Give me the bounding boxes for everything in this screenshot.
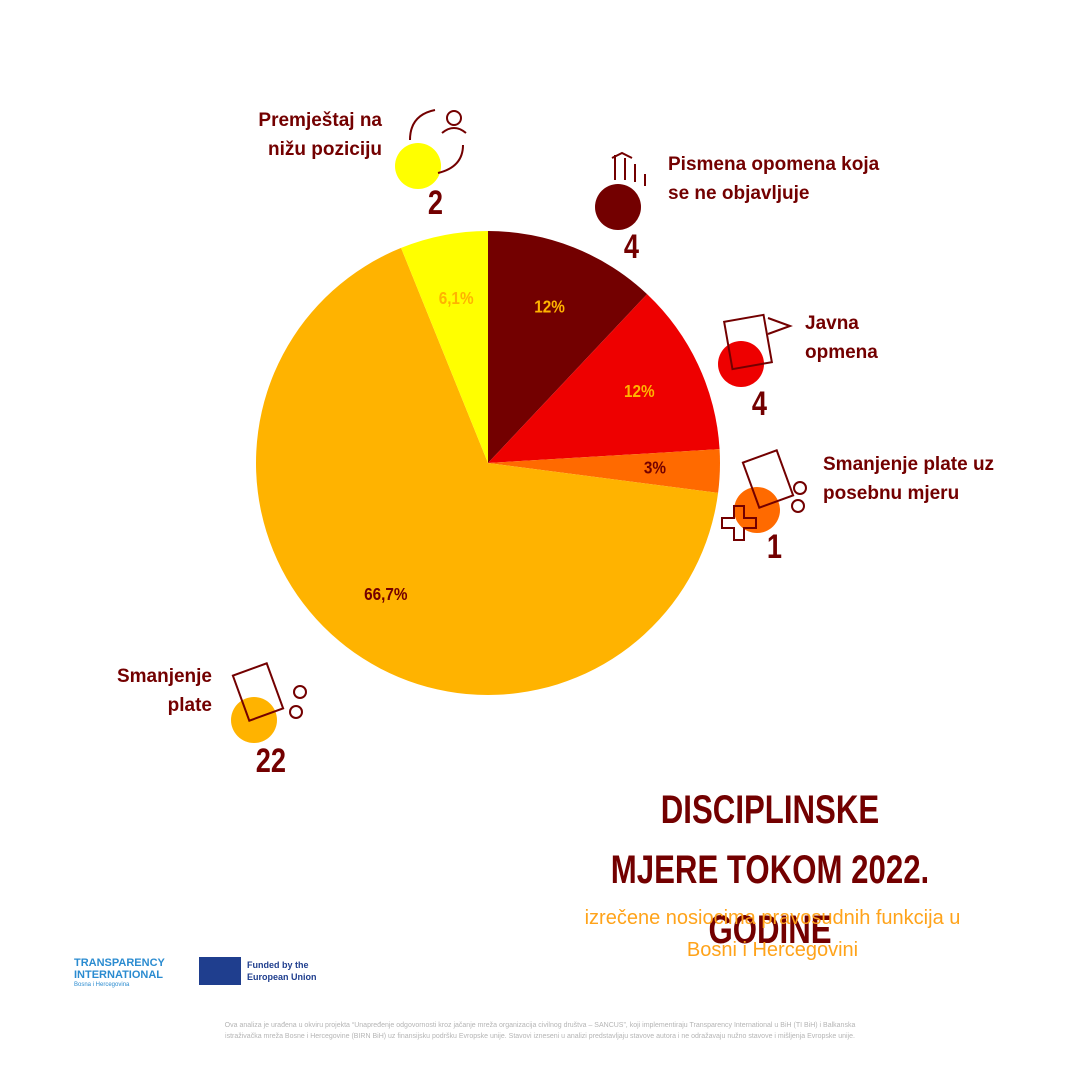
category-label: Premještaj na nižu poziciju	[258, 110, 382, 160]
pie-slice	[401, 231, 488, 463]
category-label: Pismena opomena koja se ne objavljuje	[668, 154, 880, 204]
value-label: 66,7%	[364, 584, 407, 604]
category-label: Smanjenje plate uz posebnu mjeru	[823, 454, 995, 504]
pie-slice	[488, 231, 648, 463]
count-label: 2	[427, 184, 444, 222]
category-label: Javna opmena	[805, 313, 878, 363]
icon-circle	[734, 487, 780, 533]
value-label: 12%	[624, 381, 655, 401]
logo-eu: Funded by the European Union	[247, 960, 317, 982]
category-label: Smanjenje plate	[116, 666, 212, 716]
count-label: 1	[766, 528, 783, 566]
title: DISCIPLINSKE MJERE TOKOM 2022. GODINE	[610, 788, 930, 952]
pie-slice	[488, 449, 720, 493]
value-label: 12%	[534, 296, 565, 316]
value-label: 6,1%	[439, 288, 474, 308]
icons	[231, 109, 807, 722]
logo-ti: TRANSPARENCY INTERNATIONAL	[74, 957, 165, 981]
eu-flag	[199, 957, 241, 985]
pie-slice	[488, 294, 720, 463]
subtitle: izrečene nosiocima pravosudnih funkcija …	[584, 907, 961, 961]
disclaimer: Ova analiza je urađena u okviru projekta…	[224, 1022, 856, 1040]
pie-slice	[255, 247, 719, 696]
value-label: 3%	[644, 457, 666, 477]
count-label: 4	[751, 385, 768, 423]
icon-circle	[395, 143, 441, 189]
icon-circle	[595, 184, 641, 230]
count-label: 22	[255, 742, 287, 780]
logo-ti-sub: Bosna i Hercegovina	[74, 982, 130, 988]
count-label: 4	[623, 228, 640, 266]
